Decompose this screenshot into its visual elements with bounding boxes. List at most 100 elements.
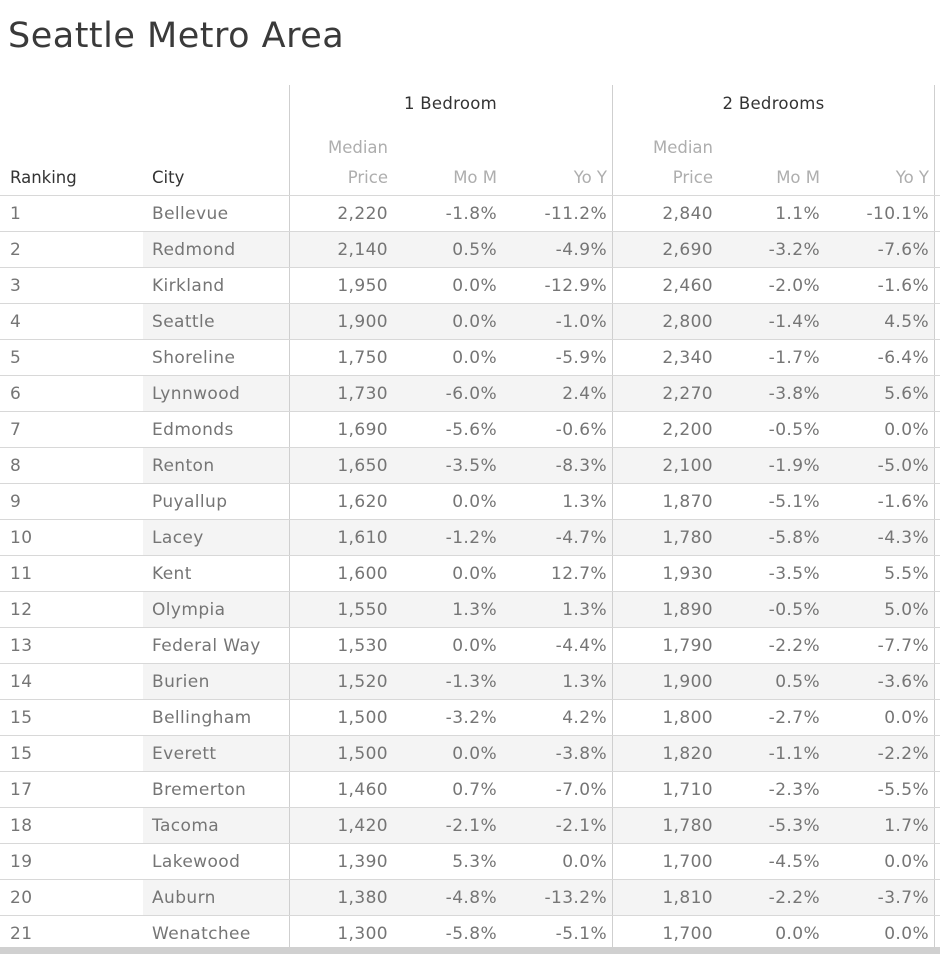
cell-1br-mom: 1.3% [392,592,500,627]
cell-1br-yoy: -1.0% [500,304,612,339]
cell-city: Redmond [143,232,289,267]
cell-2br-yoy: 5.0% [823,592,935,627]
column-group-2-bedrooms: 2 Bedrooms [722,94,825,113]
cell-2br-mom: -3.2% [717,232,823,267]
cell-2br-mom: 1.1% [775,203,820,224]
cell-1br-mom: -1.3% [392,664,500,699]
cell-1br-median-price: 1,950 [289,268,392,303]
cell-1br-mom: -5.8% [445,923,497,944]
cell-2br-median-price: 1,870 [612,484,717,519]
cell-1br-yoy: 4.2% [562,707,607,728]
cell-ranking: 8 [10,455,22,476]
cell-1br-yoy: 1.3% [500,664,612,699]
table-row: 13 Federal Way 1,530 0.0% -4.4% 1,790 -2… [0,628,940,664]
cell-2br-mom: -2.3% [768,779,820,800]
cell-2br-median-price: 2,270 [612,376,717,411]
cell-1br-median-price: 1,900 [289,304,392,339]
cell-2br-median-price: 1,930 [612,556,717,591]
header-city: City [152,168,185,187]
table-row: 14 Burien 1,520 -1.3% 1.3% 1,900 0.5% -3… [0,664,940,700]
header-1br-yoy: Yo Y [573,168,607,187]
cell-1br-mom: -4.8% [392,880,500,915]
cell-1br-median-price: 1,530 [289,628,392,663]
cell-1br-median-price: 1,650 [289,448,392,483]
cell-2br-yoy: -10.1% [823,196,935,231]
table-body: 1 Bellevue 2,220 -1.8% -11.2% 2,840 1.1%… [0,196,940,952]
cell-2br-yoy: 0.0% [823,844,935,879]
cell-1br-median-price: 1,550 [289,592,392,627]
cell-1br-mom: 0.0% [392,304,500,339]
cell-2br-mom: -0.5% [768,419,820,440]
cell-1br-median-price: 1,690 [289,412,392,447]
cell-1br-median-price: 1,730 [289,376,392,411]
table-row: 20 Auburn 1,380 -4.8% -13.2% 1,810 -2.2%… [0,880,940,916]
cell-2br-mom: -0.5% [717,592,823,627]
cell-2br-mom: -5.3% [717,808,823,843]
cell-1br-yoy: -4.9% [500,232,612,267]
cell-1br-yoy: -2.1% [500,808,612,843]
cell-city: Everett [143,736,289,771]
cell-city: Wenatchee [152,923,251,944]
cell-2br-mom: -1.4% [717,304,823,339]
cell-1br-mom: 0.5% [392,232,500,267]
cell-ranking: 15 [10,707,33,728]
cell-2br-yoy: -3.6% [823,664,935,699]
table-row: 4 Seattle 1,900 0.0% -1.0% 2,800 -1.4% 4… [0,304,940,340]
cell-2br-median-price: 1,710 [612,772,717,807]
cell-ranking: 2 [10,239,22,260]
cell-2br-yoy: -6.4% [823,340,935,375]
cell-ranking: 20 [10,887,33,908]
cell-city: Tacoma [143,808,289,843]
table-row: 15 Bellingham 1,500 -3.2% 4.2% 1,800 -2.… [0,700,940,736]
cell-2br-median-price: 2,460 [612,268,717,303]
cell-2br-yoy: 0.0% [823,412,935,447]
table-row: 6 Lynnwood 1,730 -6.0% 2.4% 2,270 -3.8% … [0,376,940,412]
cell-ranking: 21 [10,923,33,944]
cell-1br-median-price: 1,390 [289,844,392,879]
table-row: 19 Lakewood 1,390 5.3% 0.0% 1,700 -4.5% … [0,844,940,880]
cell-ranking: 17 [10,779,33,800]
cell-1br-median-price: 2,140 [289,232,392,267]
cell-city: Auburn [143,880,289,915]
table-row: 17 Bremerton 1,460 0.7% -7.0% 1,710 -2.3… [0,772,940,808]
cell-1br-yoy: -0.6% [555,419,607,440]
cell-1br-yoy: -4.7% [500,520,612,555]
cell-2br-yoy: 1.7% [823,808,935,843]
table-row: 21 Wenatchee 1,300 -5.8% -5.1% 1,700 0.0… [0,916,940,952]
cell-1br-mom: -3.5% [392,448,500,483]
cell-2br-median-price: 1,900 [612,664,717,699]
cell-ranking: 4 [10,311,22,332]
cell-2br-median-price: 1,780 [612,520,717,555]
cell-2br-yoy: -2.2% [823,736,935,771]
cell-2br-yoy: -5.5% [823,772,935,807]
cell-1br-mom: -6.0% [392,376,500,411]
cell-2br-median-price: 1,820 [612,736,717,771]
header-median-label: Median [327,138,388,157]
cell-city: Burien [143,664,289,699]
cell-2br-mom: -4.5% [768,851,820,872]
horizontal-scrollbar[interactable] [0,947,940,954]
cell-1br-mom: -3.2% [445,707,497,728]
cell-city: Puyallup [152,491,228,512]
cell-2br-median-price: 1,800 [612,700,717,735]
cell-2br-mom: -2.7% [768,707,820,728]
cell-2br-yoy: -5.0% [823,448,935,483]
cell-city: Seattle [143,304,289,339]
cell-2br-median-price: 1,780 [612,808,717,843]
cell-2br-mom: -5.1% [768,491,820,512]
cell-1br-median-price: 1,500 [289,736,392,771]
cell-1br-mom: -1.2% [392,520,500,555]
table-row: 1 Bellevue 2,220 -1.8% -11.2% 2,840 1.1%… [0,196,940,232]
cell-1br-yoy: -3.8% [500,736,612,771]
cell-1br-yoy: -4.4% [555,635,607,656]
cell-ranking: 14 [10,671,33,692]
cell-2br-yoy: -3.7% [823,880,935,915]
cell-2br-mom: 0.0% [775,923,820,944]
cell-2br-median-price: 2,340 [612,340,717,375]
header-2br-mom: Mo M [776,168,820,187]
cell-ranking: 13 [10,635,33,656]
cell-ranking: 3 [10,275,22,296]
cell-1br-yoy: -12.9% [544,275,607,296]
cell-ranking: 11 [10,563,33,584]
